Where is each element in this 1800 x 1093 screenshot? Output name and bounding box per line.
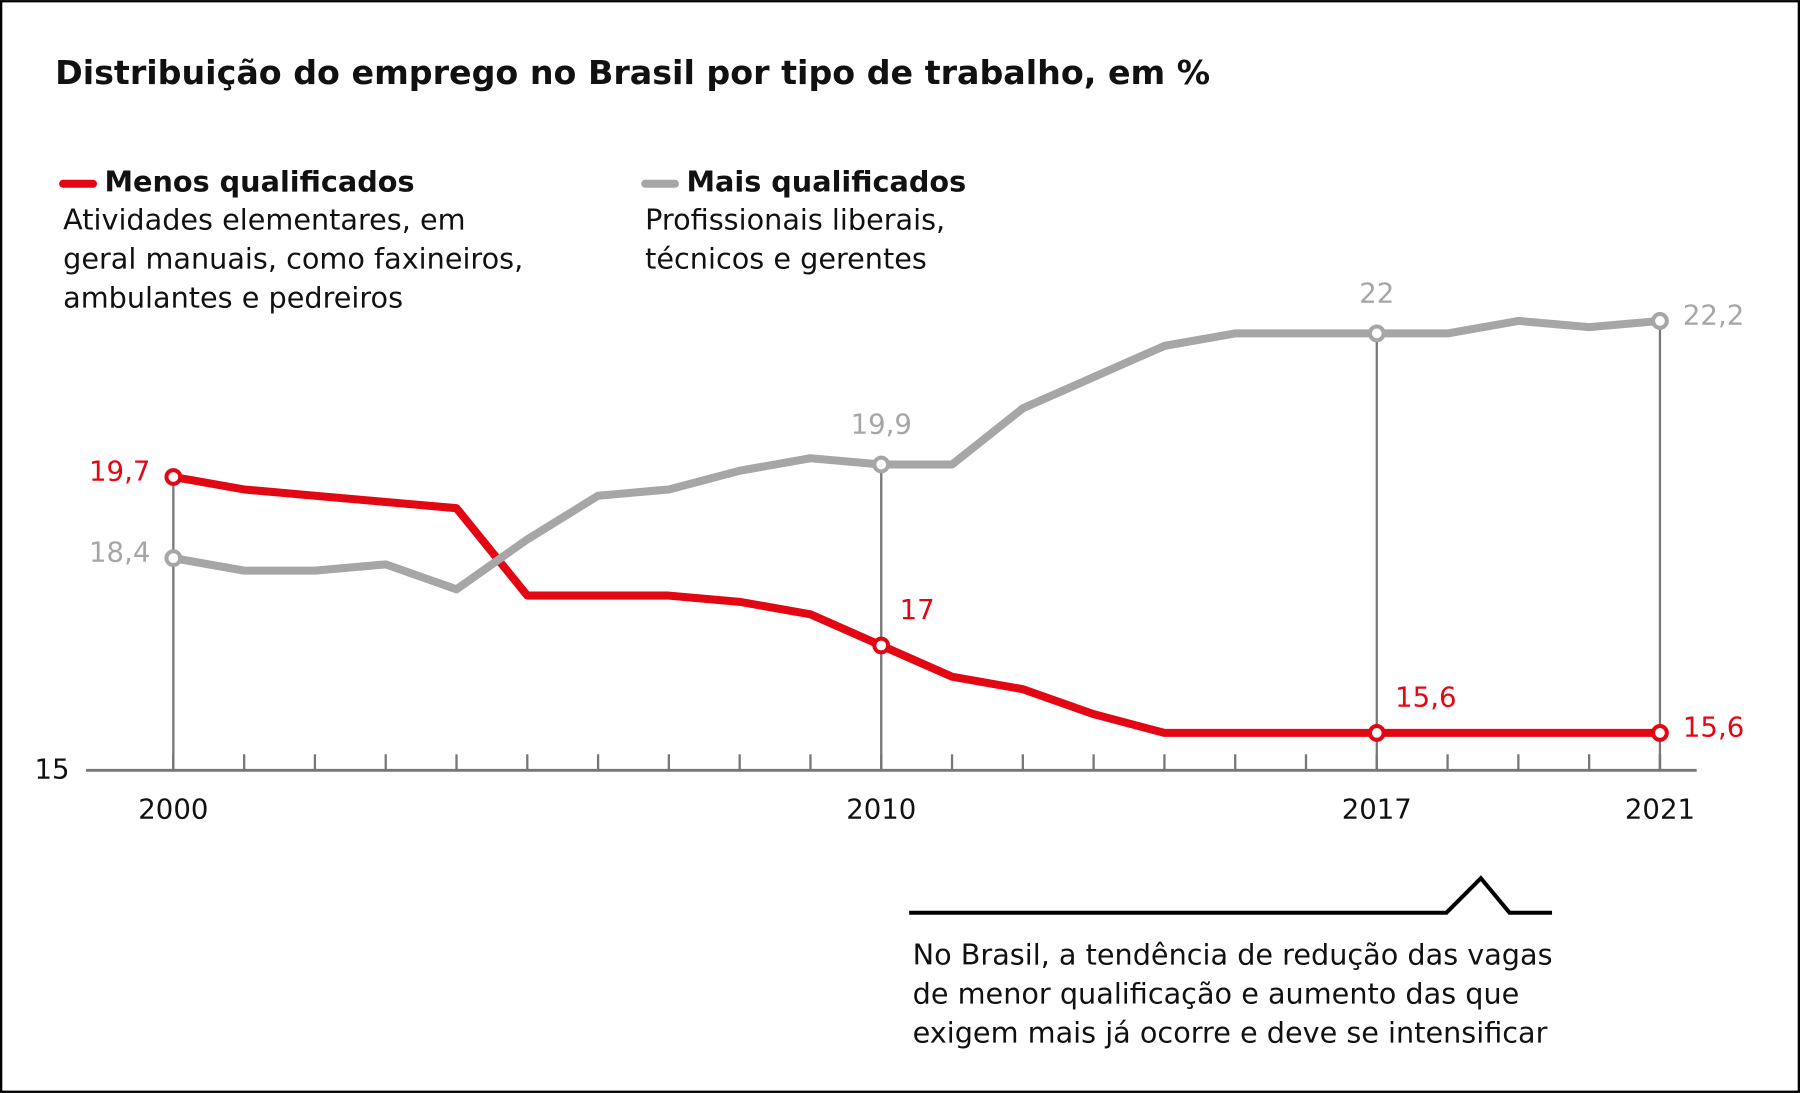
point-marker	[1367, 724, 1386, 742]
point-marker	[164, 549, 183, 568]
series-line	[172, 473, 1660, 737]
data-label: 17	[900, 594, 935, 626]
data-label: 19,9	[851, 408, 912, 440]
point-marker	[164, 468, 183, 486]
data-label: 15,6	[1395, 681, 1456, 713]
legend-description: técnicos e gerentes	[645, 242, 927, 276]
legend-description: geral manuais, como faxineiros,	[63, 242, 523, 276]
data-label: 22,2	[1683, 299, 1744, 331]
x-tick-label: 2000	[138, 794, 208, 826]
point-marker	[1367, 324, 1386, 343]
x-tick-label: 2017	[1342, 794, 1412, 826]
legend-label: Menos qualificados	[104, 165, 414, 199]
chart-title: Distribuição do emprego no Brasil por ti…	[55, 53, 1210, 92]
series-line	[172, 316, 1661, 594]
data-label: 18,4	[89, 537, 150, 569]
data-label: 15,6	[1683, 711, 1744, 743]
legend-description: Profissionais liberais,	[645, 203, 945, 237]
annotation-bracket	[909, 875, 1553, 915]
data-label: 19,7	[89, 455, 150, 487]
data-label: 22	[1359, 277, 1394, 309]
annotation-text: exigem mais já ocorre e deve se intensif…	[913, 1015, 1548, 1049]
y-tick-label: 15	[34, 753, 69, 785]
annotation-text: de menor qualificação e aumento das que	[913, 976, 1520, 1010]
annotation-text: No Brasil, a tendência de redução das va…	[913, 937, 1553, 971]
x-tick-label: 2021	[1625, 794, 1695, 826]
legend-description: Atividades elementares, em	[63, 203, 465, 237]
point-marker	[872, 455, 891, 474]
legend-description: ambulantes e pedreiros	[63, 281, 403, 315]
point-marker	[1651, 724, 1669, 742]
point-marker	[872, 636, 891, 655]
x-tick-label: 2010	[846, 794, 916, 826]
legend-label: Mais qualificados	[686, 165, 966, 199]
point-marker	[1651, 312, 1669, 330]
